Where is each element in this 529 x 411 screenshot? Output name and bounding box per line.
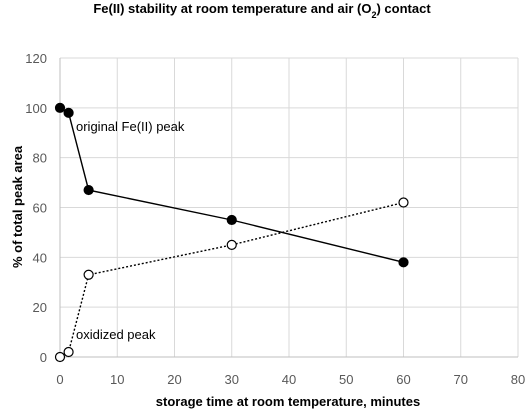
data-point-oxidized <box>63 346 74 358</box>
data-point-original <box>226 214 237 226</box>
x-tick-label: 60 <box>396 372 410 387</box>
data-point-oxidized <box>54 351 66 363</box>
tick-labels: 0 20 40 60 80 100 120 0 10 20 30 40 50 60 70 80 <box>25 51 525 387</box>
x-tick-label: 70 <box>454 372 468 387</box>
data-point-original <box>63 107 74 118</box>
x-axis-title: storage time at room temperature, minute… <box>156 394 420 409</box>
gridlines <box>60 57 519 357</box>
series-label-original: original Fe(II) peak <box>76 119 185 134</box>
y-tick-label: 120 <box>25 51 47 66</box>
chart-title: Fe(II) stability at room temperature and… <box>93 1 431 20</box>
chart-title-subscript: 2 <box>371 10 376 20</box>
y-tick-label: 40 <box>33 250 47 265</box>
x-tick-label: 0 <box>56 372 63 387</box>
chart-title-main: Fe(II) stability at room temperature and… <box>93 1 371 16</box>
y-tick-label: 20 <box>33 300 47 315</box>
data-point-original <box>54 102 66 113</box>
data-point-original <box>83 184 94 196</box>
chart-title-end: ) contact <box>376 1 431 16</box>
data-point-oxidized <box>83 269 94 280</box>
y-tick-label: 80 <box>33 151 47 166</box>
x-tick-label: 40 <box>282 372 296 387</box>
x-tick-label: 50 <box>339 372 353 387</box>
y-axis-title: % of total peak area <box>10 145 25 268</box>
y-tick-label: 100 <box>25 101 47 116</box>
x-tick-label: 20 <box>167 372 181 387</box>
y-tick-label: 60 <box>33 201 47 216</box>
x-tick-label: 80 <box>511 372 525 387</box>
x-tick-label: 10 <box>110 372 124 387</box>
x-tick-label: 30 <box>225 372 239 387</box>
y-tick-label: 0 <box>40 350 47 365</box>
data-point-oxidized <box>398 197 409 208</box>
series-layer <box>54 102 409 363</box>
data-point-original <box>398 257 409 268</box>
series-label-oxidized: oxidized peak <box>76 327 156 342</box>
data-point-oxidized <box>226 239 237 250</box>
